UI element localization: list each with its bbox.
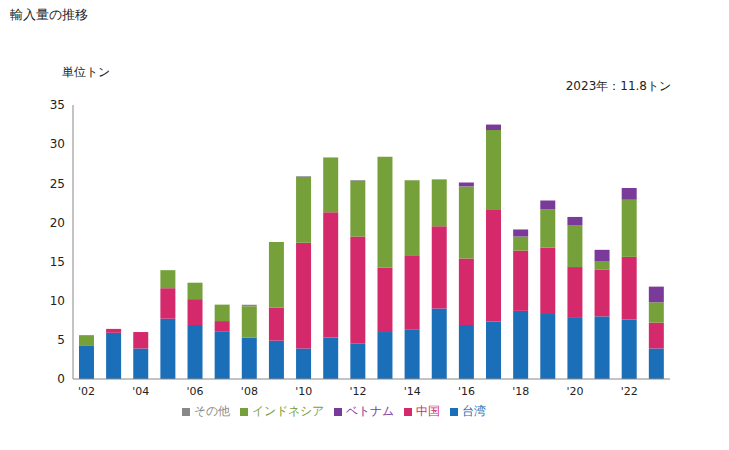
svg-text:'02: '02 xyxy=(78,385,95,398)
svg-text:'18: '18 xyxy=(512,385,529,398)
html-text:ベトナム: ベトナム xyxy=(346,404,394,418)
svg-text:'16: '16 xyxy=(458,385,475,398)
html-text:中国: 中国 xyxy=(416,404,440,418)
svg-text:25: 25 xyxy=(50,177,65,191)
svg-text:'14: '14 xyxy=(404,385,421,398)
svg-text:20: 20 xyxy=(50,216,65,230)
html-text:輸入量の推移: 輸入量の推移 xyxy=(10,7,88,22)
svg-text:35: 35 xyxy=(50,98,65,112)
svg-text:30: 30 xyxy=(50,137,65,151)
html-text:インドネシア: インドネシア xyxy=(252,404,324,418)
html-text:台湾: 台湾 xyxy=(462,404,486,418)
svg-text:5: 5 xyxy=(57,333,65,347)
svg-text:'20: '20 xyxy=(567,385,584,398)
svg-text:'12: '12 xyxy=(349,385,366,398)
svg-text:'10: '10 xyxy=(295,385,312,398)
svg-text:'06: '06 xyxy=(187,385,204,398)
html-text:2023年：11.8トン: 2023年：11.8トン xyxy=(565,79,671,93)
svg-text:0: 0 xyxy=(57,372,65,386)
svg-text:15: 15 xyxy=(50,255,65,269)
svg-text:'22: '22 xyxy=(621,385,638,398)
svg-text:10: 10 xyxy=(50,294,65,308)
svg-text:'04: '04 xyxy=(132,385,149,398)
html-text:単位トン: 単位トン xyxy=(62,65,110,79)
html-text:その他: その他 xyxy=(194,404,230,418)
svg-text:'08: '08 xyxy=(241,385,258,398)
